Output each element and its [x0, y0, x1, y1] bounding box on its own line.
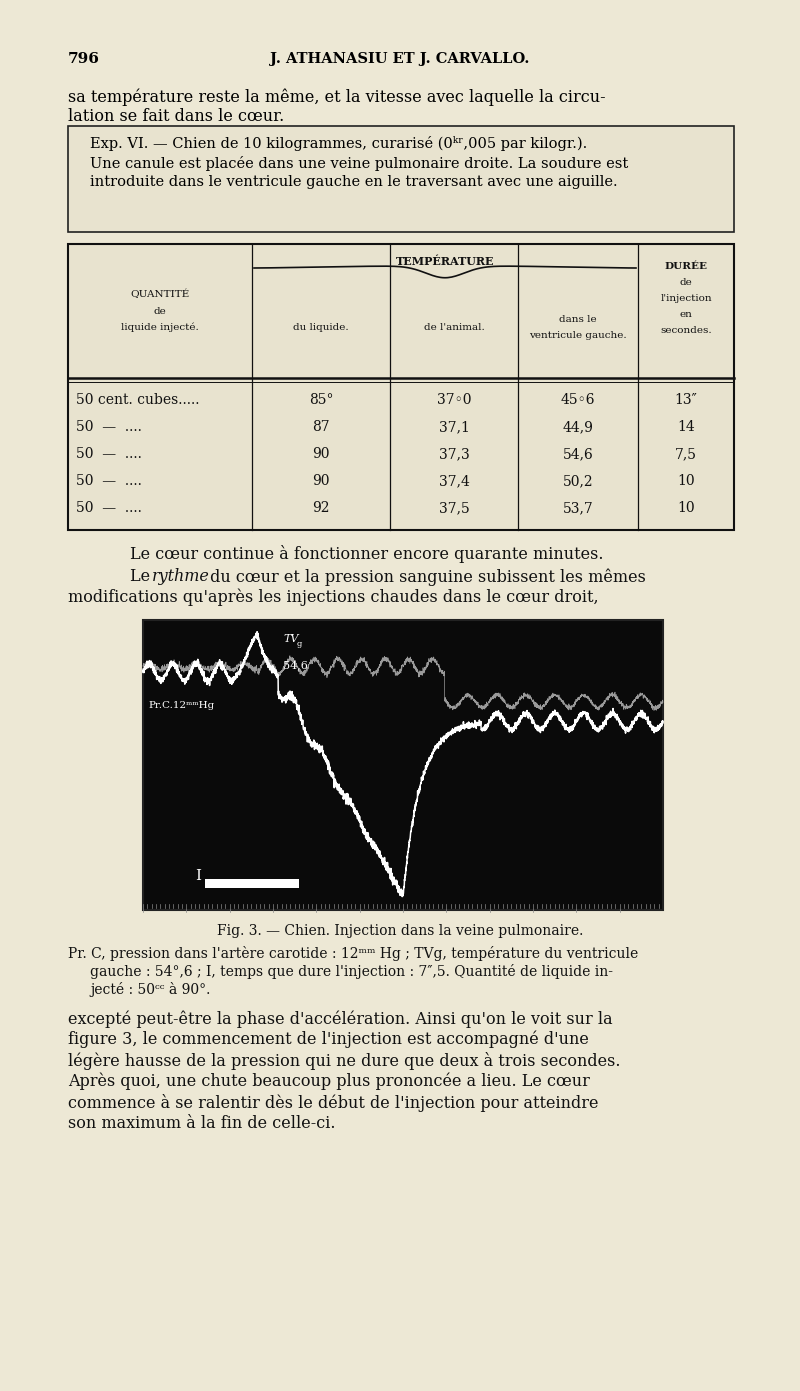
Text: 45◦6: 45◦6 [561, 394, 595, 408]
Text: jecté : 50ᶜᶜ à 90°.: jecté : 50ᶜᶜ à 90°. [90, 982, 210, 997]
Text: 90: 90 [312, 474, 330, 488]
Text: de: de [154, 307, 166, 316]
Text: 37,3: 37,3 [438, 447, 470, 460]
Text: 87: 87 [312, 420, 330, 434]
Text: Le: Le [130, 568, 155, 586]
Text: Le cœur continue à fonctionner encore quarante minutes.: Le cœur continue à fonctionner encore qu… [130, 545, 603, 563]
Text: Fig. 3. — Chien. Injection dans la veine pulmonaire.: Fig. 3. — Chien. Injection dans la veine… [217, 924, 583, 938]
Text: son maximum à la fin de celle-ci.: son maximum à la fin de celle-ci. [68, 1116, 335, 1132]
Text: 44,9: 44,9 [562, 420, 594, 434]
Text: 10: 10 [677, 474, 695, 488]
FancyBboxPatch shape [206, 879, 299, 887]
Text: de: de [680, 278, 692, 287]
Text: 50  —  ....: 50 — .... [76, 447, 142, 460]
Text: 37,1: 37,1 [438, 420, 470, 434]
Text: Après quoi, une chute beaucoup plus prononcée a lieu. Le cœur: Après quoi, une chute beaucoup plus pron… [68, 1072, 590, 1091]
Text: modifications qu'après les injections chaudes dans le cœur droit,: modifications qu'après les injections ch… [68, 588, 598, 606]
Text: DURÉE: DURÉE [665, 262, 707, 271]
Text: Une canule est placée dans une veine pulmonaire droite. La soudure est: Une canule est placée dans une veine pul… [90, 156, 628, 171]
Text: Pr.C.12ᵐᵐHg: Pr.C.12ᵐᵐHg [148, 701, 214, 711]
Text: QUANTITÉ: QUANTITÉ [130, 289, 190, 299]
Text: 50 cent. cubes.....: 50 cent. cubes..... [76, 394, 199, 408]
FancyBboxPatch shape [68, 243, 734, 530]
Text: I: I [195, 869, 201, 883]
Text: 54,6: 54,6 [283, 661, 308, 670]
Text: commence à se ralentir dès le début de l'injection pour atteindre: commence à se ralentir dès le début de l… [68, 1093, 598, 1111]
Text: 50  —  ....: 50 — .... [76, 474, 142, 488]
Text: sa température reste la même, et la vitesse avec laquelle la circu-: sa température reste la même, et la vite… [68, 88, 606, 106]
Text: lation se fait dans le cœur.: lation se fait dans le cœur. [68, 108, 284, 125]
Text: 37,5: 37,5 [438, 501, 470, 515]
Text: 53,7: 53,7 [562, 501, 594, 515]
FancyBboxPatch shape [143, 620, 663, 910]
Text: TEMPÉRATURE: TEMPÉRATURE [396, 256, 494, 267]
Text: ventricule gauche.: ventricule gauche. [529, 331, 627, 339]
Text: rythme: rythme [152, 568, 210, 586]
Text: 90: 90 [312, 447, 330, 460]
Text: légère hausse de la pression qui ne dure que deux à trois secondes.: légère hausse de la pression qui ne dure… [68, 1052, 621, 1070]
Text: 54,6: 54,6 [562, 447, 594, 460]
Text: 37◦0: 37◦0 [437, 394, 471, 408]
Text: l'injection: l'injection [660, 294, 712, 303]
Text: figure 3, le commencement de l'injection est accompagné d'une: figure 3, le commencement de l'injection… [68, 1031, 589, 1049]
Text: Exp. VI. — Chien de 10 kilogrammes, curarisé (0ᵏʳ,005 par kilogr.).: Exp. VI. — Chien de 10 kilogrammes, cura… [90, 136, 587, 152]
Text: 796: 796 [68, 51, 100, 65]
Text: liquide injecté.: liquide injecté. [121, 323, 199, 332]
Text: Pr. C, pression dans l'artère carotide : 12ᵐᵐ Hg ; TVg, température du ventricul: Pr. C, pression dans l'artère carotide :… [68, 946, 638, 961]
Text: g: g [296, 640, 302, 648]
Text: 50  —  ....: 50 — .... [76, 501, 142, 515]
Text: du liquide.: du liquide. [293, 323, 349, 332]
Text: de l'animal.: de l'animal. [424, 323, 484, 332]
Text: gauche : 54°,6 ; I, temps que dure l'injection : 7″,5. Quantité de liquide in-: gauche : 54°,6 ; I, temps que dure l'inj… [90, 964, 613, 979]
Text: 50,2: 50,2 [562, 474, 594, 488]
Text: 92: 92 [312, 501, 330, 515]
FancyBboxPatch shape [68, 127, 734, 232]
Text: secondes.: secondes. [660, 325, 712, 335]
Text: 7,5: 7,5 [675, 447, 697, 460]
Text: en: en [679, 310, 693, 319]
Text: 14: 14 [677, 420, 695, 434]
Text: 85°: 85° [309, 394, 334, 408]
Text: du cœur et la pression sanguine subissent les mêmes: du cœur et la pression sanguine subissen… [205, 568, 646, 586]
Text: 37,4: 37,4 [438, 474, 470, 488]
Text: 13″: 13″ [674, 394, 698, 408]
Text: excepté peut-être la phase d'accélération. Ainsi qu'on le voit sur la: excepté peut-être la phase d'accélératio… [68, 1010, 613, 1028]
Text: 50  —  ....: 50 — .... [76, 420, 142, 434]
Text: J. ATHANASIU ET J. CARVALLO.: J. ATHANASIU ET J. CARVALLO. [270, 51, 530, 65]
Text: 10: 10 [677, 501, 695, 515]
Text: TV: TV [283, 634, 298, 644]
Text: dans le: dans le [559, 314, 597, 324]
Text: introduite dans le ventricule gauche en le traversant avec une aiguille.: introduite dans le ventricule gauche en … [90, 175, 618, 189]
